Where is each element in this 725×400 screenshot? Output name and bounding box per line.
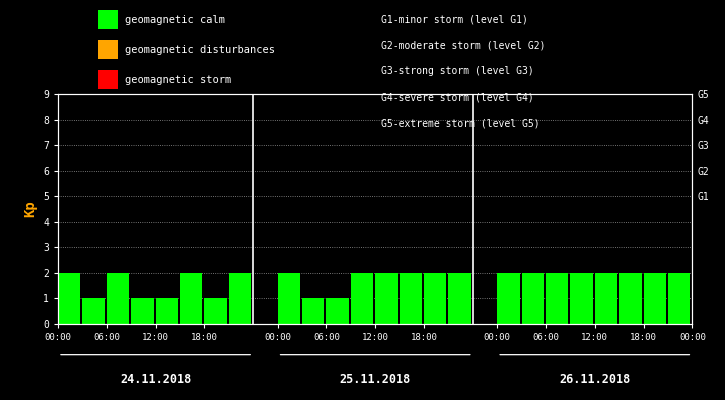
- Bar: [571, 273, 593, 324]
- Bar: [107, 273, 129, 324]
- Bar: [644, 273, 666, 324]
- Bar: [497, 273, 520, 324]
- Text: geomagnetic disturbances: geomagnetic disturbances: [125, 45, 276, 55]
- Bar: [302, 298, 324, 324]
- Bar: [351, 273, 373, 324]
- Text: 25.11.2018: 25.11.2018: [339, 372, 411, 386]
- Text: G5-extreme storm (level G5): G5-extreme storm (level G5): [381, 118, 539, 128]
- Y-axis label: Kp: Kp: [23, 201, 38, 217]
- Bar: [156, 298, 178, 324]
- Bar: [546, 273, 568, 324]
- Text: geomagnetic storm: geomagnetic storm: [125, 75, 232, 85]
- Text: G3-strong storm (level G3): G3-strong storm (level G3): [381, 66, 534, 76]
- Text: geomagnetic calm: geomagnetic calm: [125, 15, 225, 25]
- Bar: [229, 273, 252, 324]
- Bar: [448, 273, 471, 324]
- Bar: [58, 273, 80, 324]
- Bar: [424, 273, 447, 324]
- Bar: [521, 273, 544, 324]
- Text: G1-minor storm (level G1): G1-minor storm (level G1): [381, 14, 528, 24]
- Bar: [278, 273, 300, 324]
- Bar: [204, 298, 227, 324]
- Bar: [376, 273, 397, 324]
- Bar: [594, 273, 617, 324]
- Bar: [668, 273, 690, 324]
- Bar: [180, 273, 202, 324]
- Text: 24.11.2018: 24.11.2018: [120, 372, 191, 386]
- Text: 26.11.2018: 26.11.2018: [559, 372, 631, 386]
- Bar: [326, 298, 349, 324]
- Bar: [619, 273, 642, 324]
- Text: G2-moderate storm (level G2): G2-moderate storm (level G2): [381, 40, 545, 50]
- Bar: [83, 298, 105, 324]
- Bar: [399, 273, 422, 324]
- Bar: [131, 298, 154, 324]
- Text: G4-severe storm (level G4): G4-severe storm (level G4): [381, 92, 534, 102]
